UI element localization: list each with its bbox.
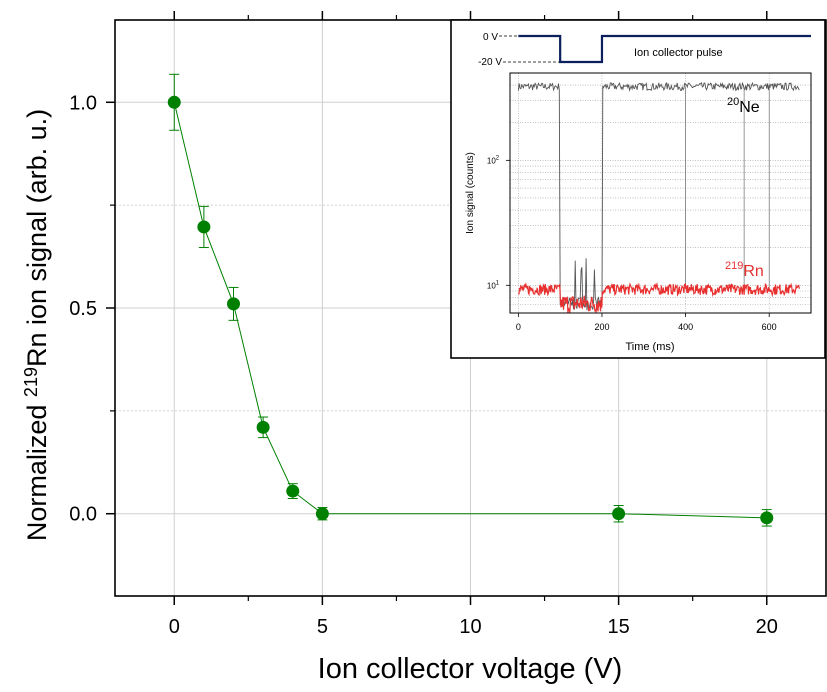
data-point xyxy=(256,420,270,434)
inset-pulse-level-low: -20 V xyxy=(478,57,502,68)
inset-rn-label-sup: 219 xyxy=(725,260,743,272)
inset-y-tick-label-base: 10 xyxy=(487,156,496,165)
inset-x-tick-label: 0 xyxy=(516,322,521,332)
inset-pulse-level-high: 0 V xyxy=(483,32,498,43)
inset-x-tick-label: 200 xyxy=(594,322,609,332)
pulse-trace xyxy=(518,34,811,64)
y-tick-label: 0.5 xyxy=(69,298,97,320)
x-tick-label: 0 xyxy=(169,616,180,638)
inset-y-axis-title: Ion signal (counts) xyxy=(465,152,476,234)
main-y-axis-title-sup: 219 xyxy=(21,367,41,397)
main-y-axis-title: Normalized 219Rn ion signal (arb. u.) xyxy=(21,109,52,541)
inset-y-tick-label-base: 10 xyxy=(487,281,496,290)
y-tick-label: 0.0 xyxy=(69,504,97,526)
inset-plot-frame xyxy=(509,72,812,314)
inset-frame xyxy=(450,19,826,359)
data-point xyxy=(227,297,240,311)
inset-ne-label-base: Ne xyxy=(739,99,760,116)
data-point xyxy=(286,484,300,498)
main-y-axis-title-pre: Normalized xyxy=(22,397,52,541)
main-series-data xyxy=(167,73,774,527)
inset-y-tick-label-exp: 2 xyxy=(496,155,500,161)
x-tick-label: 20 xyxy=(756,616,778,638)
data-point xyxy=(315,507,329,521)
inset-x-tick-label: 400 xyxy=(678,322,693,332)
x-tick-label: 15 xyxy=(608,616,630,638)
inset-ne-label-sup: 20 xyxy=(727,96,739,108)
x-tick-label: 10 xyxy=(459,616,481,638)
data-point xyxy=(197,220,211,234)
x-tick-label: 5 xyxy=(317,616,328,638)
main-y-axis-title-post: Rn ion signal (arb. u.) xyxy=(22,109,52,367)
inset-pulse-trace xyxy=(499,34,811,64)
y-tick-label: 1.0 xyxy=(69,92,97,114)
inset-y-tick-label: 102 xyxy=(487,155,500,165)
data-point xyxy=(167,95,181,109)
data-point xyxy=(612,507,626,521)
inset-pulse-label: Ion collector pulse xyxy=(634,47,723,59)
inset-series-data xyxy=(517,81,800,313)
inset-y-tick-label-exp: 1 xyxy=(496,280,500,286)
inset-x-axis-title: Time (ms) xyxy=(625,341,674,353)
main-axis-ticks: 0 5 10 15 200.00.51.0 xyxy=(69,11,778,638)
inset-ne-label: 20Ne xyxy=(727,96,760,116)
inset-rn-label-base: Rn xyxy=(743,263,763,280)
inset-x-tick-label: 600 xyxy=(762,322,777,332)
series-line xyxy=(173,102,767,519)
inset-y-tick-label: 101 xyxy=(487,280,500,290)
data-point xyxy=(760,511,774,525)
main-x-axis-title: Ion collector voltage (V) xyxy=(318,653,623,685)
inset-series-rn xyxy=(517,282,800,313)
inset-rn-label: 219Rn xyxy=(725,260,764,280)
